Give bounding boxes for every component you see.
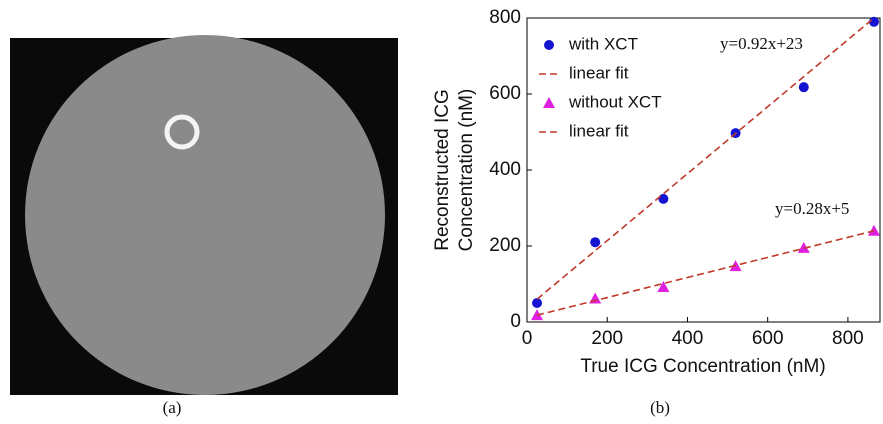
y-tick-label: 800 (489, 7, 521, 28)
legend-marker (544, 40, 554, 50)
fit-line (537, 18, 874, 299)
x-tick-label: 0 (522, 328, 533, 349)
data-point (590, 237, 600, 247)
y-tick-label: 0 (510, 311, 521, 332)
legend-label: linear fit (569, 121, 629, 140)
legend-label: without XCT (568, 92, 662, 111)
phantom (25, 35, 385, 395)
legend-label: with XCT (568, 34, 638, 53)
data-point (532, 298, 542, 308)
y-tick-label: 200 (489, 235, 521, 256)
caption: (b) (650, 398, 670, 417)
data-point (799, 82, 809, 92)
figure: (a) (b) True ICG Concentration (nM) Reco… (0, 0, 883, 424)
y-axis-label: Reconstructed ICG (432, 89, 453, 251)
y-tick-label: 400 (489, 159, 521, 180)
x-tick-label: 400 (672, 328, 704, 349)
annotation: y=0.28x+5 (775, 199, 849, 218)
data-point (658, 194, 668, 204)
x-tick-label: 200 (591, 328, 623, 349)
x-tick-label: 600 (752, 328, 784, 349)
page: (a) (b) True ICG Concentration (nM) Reco… (0, 0, 883, 424)
ct-image (10, 35, 398, 395)
y-axis-label: Concentration (nM) (456, 89, 477, 252)
x-axis-label: True ICG Concentration (nM) (580, 356, 825, 377)
caption: (a) (163, 398, 182, 417)
fit-line (537, 231, 874, 315)
legend-marker (543, 97, 555, 108)
annotation: y=0.92x+23 (720, 34, 803, 53)
y-tick-label: 600 (489, 83, 521, 104)
data-point (868, 225, 880, 236)
x-tick-label: 800 (832, 328, 864, 349)
legend-label: linear fit (569, 63, 629, 82)
